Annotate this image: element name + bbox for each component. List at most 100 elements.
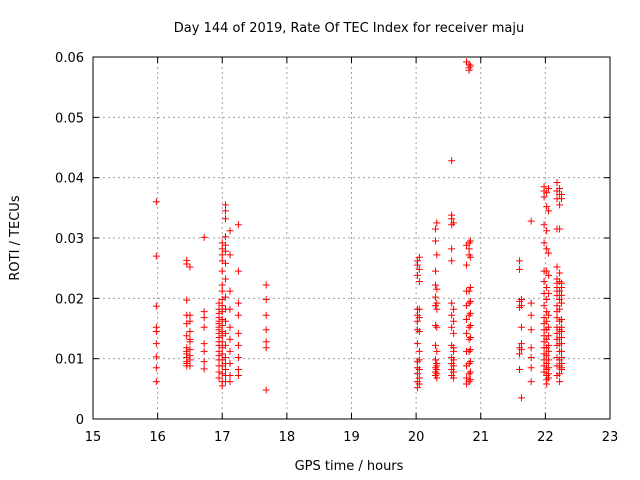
data-point xyxy=(465,299,473,307)
data-point xyxy=(543,203,551,211)
data-point xyxy=(186,263,194,271)
data-point xyxy=(448,245,456,253)
x-tick-label: 21 xyxy=(472,430,489,445)
data-point xyxy=(545,356,553,364)
data-point xyxy=(466,62,474,70)
data-point xyxy=(466,297,474,305)
data-point xyxy=(152,340,160,348)
data-point xyxy=(448,257,456,265)
data-point xyxy=(432,267,440,275)
data-point xyxy=(234,329,242,337)
data-point xyxy=(450,305,458,313)
data-point xyxy=(200,233,208,241)
data-point xyxy=(226,378,234,386)
data-point xyxy=(527,353,535,361)
data-point xyxy=(415,347,423,355)
data-point xyxy=(543,359,551,367)
data-point xyxy=(465,347,473,355)
data-point xyxy=(152,302,160,310)
data-point xyxy=(413,370,421,378)
data-points xyxy=(152,58,566,402)
data-point xyxy=(543,317,551,325)
data-point xyxy=(186,317,194,325)
data-point xyxy=(516,257,524,265)
data-point xyxy=(218,321,226,329)
data-point xyxy=(262,386,270,394)
data-point xyxy=(558,315,566,323)
data-point xyxy=(415,265,423,273)
data-point xyxy=(553,314,561,322)
data-point xyxy=(558,347,566,355)
data-point xyxy=(152,364,160,372)
data-point xyxy=(465,245,473,253)
data-point xyxy=(218,287,226,295)
data-point xyxy=(465,66,473,74)
data-point xyxy=(183,347,191,355)
data-point xyxy=(465,311,473,319)
data-point xyxy=(433,285,441,293)
data-point xyxy=(226,347,234,355)
data-point xyxy=(527,378,535,386)
data-point xyxy=(540,314,548,322)
data-point xyxy=(432,237,440,245)
data-point xyxy=(543,227,551,235)
data-point xyxy=(234,353,242,361)
data-point xyxy=(545,347,553,355)
data-point xyxy=(545,332,553,340)
data-point xyxy=(545,374,553,382)
data-point xyxy=(226,372,234,380)
x-axis-label: GPS time / hours xyxy=(295,459,404,474)
data-point xyxy=(448,215,456,223)
data-point xyxy=(200,314,208,322)
data-point xyxy=(226,335,234,343)
data-point xyxy=(543,308,551,316)
y-tick-label: 0 xyxy=(76,413,84,428)
data-point xyxy=(415,305,423,313)
data-point xyxy=(218,281,226,289)
data-point xyxy=(558,299,566,307)
data-point xyxy=(200,358,208,366)
y-tick-label: 0.06 xyxy=(55,51,84,66)
data-point xyxy=(413,271,421,279)
data-point xyxy=(448,311,456,319)
data-point xyxy=(556,378,564,386)
data-point xyxy=(450,368,458,376)
data-point xyxy=(221,207,229,215)
data-point xyxy=(556,185,564,193)
data-point xyxy=(543,283,551,291)
data-point xyxy=(545,341,553,349)
data-point xyxy=(466,283,474,291)
axis-ticks: 15 16 17 18 19 20 21 22 23 0 0.01 0.02 0.03 0.04 0.05 0… xyxy=(55,51,618,445)
data-point xyxy=(186,362,194,370)
data-point xyxy=(543,296,551,304)
data-point xyxy=(415,356,423,364)
data-point xyxy=(553,329,561,337)
data-point xyxy=(218,315,226,323)
y-tick-label: 0.05 xyxy=(55,111,84,126)
data-point xyxy=(558,353,566,361)
data-point xyxy=(215,368,223,376)
data-point xyxy=(218,267,226,275)
data-point xyxy=(186,328,194,336)
data-point xyxy=(221,233,229,241)
data-point xyxy=(448,323,456,331)
data-point xyxy=(432,321,440,329)
data-point xyxy=(465,378,473,386)
data-point xyxy=(543,267,551,275)
data-point xyxy=(234,299,242,307)
data-point xyxy=(432,225,440,233)
x-tick-label: 15 xyxy=(85,430,102,445)
data-point xyxy=(152,328,160,336)
data-point xyxy=(415,380,423,388)
data-point xyxy=(186,356,194,364)
data-point xyxy=(450,356,458,364)
x-tick-label: 16 xyxy=(149,430,166,445)
data-point xyxy=(433,347,441,355)
data-point xyxy=(450,329,458,337)
y-tick-label: 0.04 xyxy=(55,172,84,187)
data-point xyxy=(450,344,458,352)
data-point xyxy=(545,249,553,257)
data-point xyxy=(433,362,441,370)
data-point xyxy=(226,227,234,235)
